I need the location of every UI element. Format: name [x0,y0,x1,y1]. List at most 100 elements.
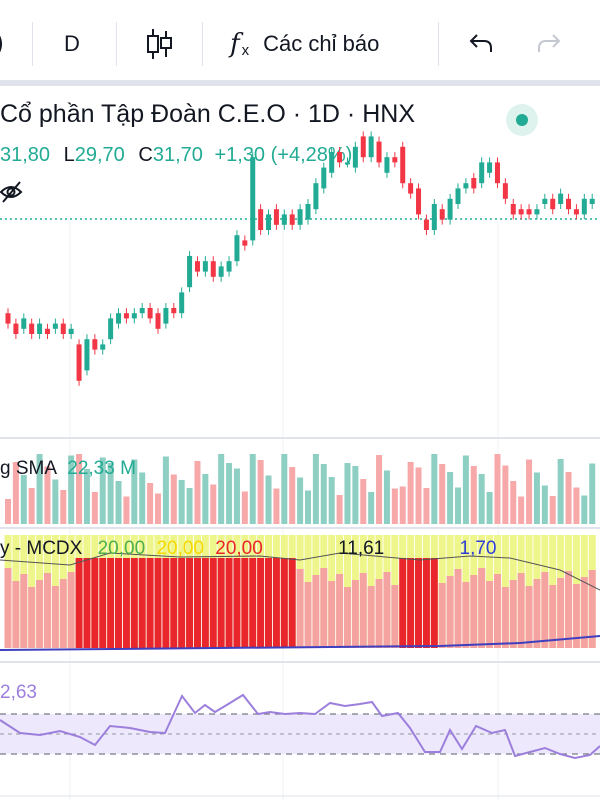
volume-bar [289,467,296,524]
volume-bar [526,459,533,524]
mcdx-bar-red [359,573,367,648]
volume-bar [194,461,201,524]
interval-menu-icon[interactable] [0,24,8,64]
mcdx-bar-red [391,585,399,648]
candle-body [171,308,177,314]
candle-body [463,183,469,189]
mcdx-bar-red [178,558,186,648]
candle-body [194,261,200,272]
candle-body [518,209,524,215]
volume-bar [76,454,83,524]
mcdx-bar-red [4,568,12,648]
mcdx-bar-red [115,558,123,648]
volume-bar [439,464,446,524]
candle-body [447,198,453,220]
volume-bar [447,472,454,524]
hide-indicators-icon[interactable] [0,180,26,204]
candle-body [139,308,145,314]
mcdx-value-2: 20,00 [156,538,204,559]
volume-bar [573,487,580,524]
volume-bar [28,488,35,524]
candle-body [123,313,129,319]
volume-bar [533,472,540,524]
mcdx-bar-red [407,558,415,648]
indicators-button[interactable]: f x Các chỉ báo [230,24,379,64]
mcdx-bar-red [375,579,383,648]
volume-bar [147,483,154,524]
mcdx-value-5: 1,70 [459,538,497,559]
rsi-line [0,693,600,760]
volume-bar [186,488,193,524]
candle-body [305,204,311,220]
candle-body [400,146,406,184]
volume-bar [115,481,122,524]
market-open-indicator [506,104,538,136]
volume-bar [565,472,572,524]
volume-bar [320,464,327,524]
mcdx-series [4,535,596,648]
volume-bar [273,488,280,524]
volume-bar [518,496,525,524]
interval-button[interactable]: D [64,31,80,56]
candle-body [218,266,224,277]
volume-bar [226,463,233,524]
mcdx-bar-red [328,581,336,648]
mcdx-bar-red [193,558,201,648]
mcdx-value-1: 20,00 [97,538,146,559]
toolbar-divider [438,22,439,66]
volume-bar [581,495,588,524]
mcdx-bar-red [241,558,249,648]
volume-bar [455,487,461,524]
ohlc-values: 31,80 L29,70 C31,70 +1,30 (+4,28%) [0,144,352,167]
candle-body [510,204,516,215]
mcdx-bar-red [438,583,446,648]
candle-body [44,328,50,334]
mcdx-bar-red [28,587,36,648]
candle-body [360,136,366,158]
mcdx-bar-red [249,558,257,648]
candle-body [266,214,272,230]
mcdx-bar-red [422,558,430,648]
candle-body [550,198,556,210]
volume-bar [360,479,367,524]
top-toolbar: D f x Các chỉ báo [0,0,600,86]
mcdx-bar-red [162,558,170,648]
toolbar-divider [202,22,203,66]
volume-bar [155,493,161,524]
mcdx-bar-red [343,587,351,648]
volume-bar [178,480,185,524]
undo-icon[interactable] [466,24,494,64]
mcdx-bar-red [525,586,533,648]
function-x-icon: x [241,41,250,59]
volume-bar [415,467,422,524]
mcdx-bar-red [51,586,59,648]
volume-bar [20,475,27,524]
volume-bar [470,466,477,524]
mcdx-bar-red [446,576,454,648]
volume-bar [328,477,335,524]
mcdx-bar-red [201,558,209,648]
candle-body [52,323,58,329]
candle-body [21,318,27,329]
volume-bar [218,454,225,524]
volume-bar [107,463,114,524]
volume-bar [233,468,240,524]
volume-bar [376,455,383,524]
mcdx-bar-red [280,558,288,648]
volume-bar [68,455,75,524]
rsi-value: 2,63 [0,682,37,703]
volume-bar [52,479,59,524]
redo-icon[interactable] [536,24,564,64]
mcdx-bar-red [257,558,265,648]
function-icon: f [230,29,240,59]
candle-body [368,136,374,158]
mcdx-bar-red [122,558,130,648]
candle-body [250,157,256,241]
candle-body [384,157,390,173]
volume-bar [12,462,19,524]
mcdx-bar-red [462,582,470,648]
candle-body [423,219,429,230]
candle-style-icon[interactable] [144,24,174,64]
candle-body [502,183,508,199]
